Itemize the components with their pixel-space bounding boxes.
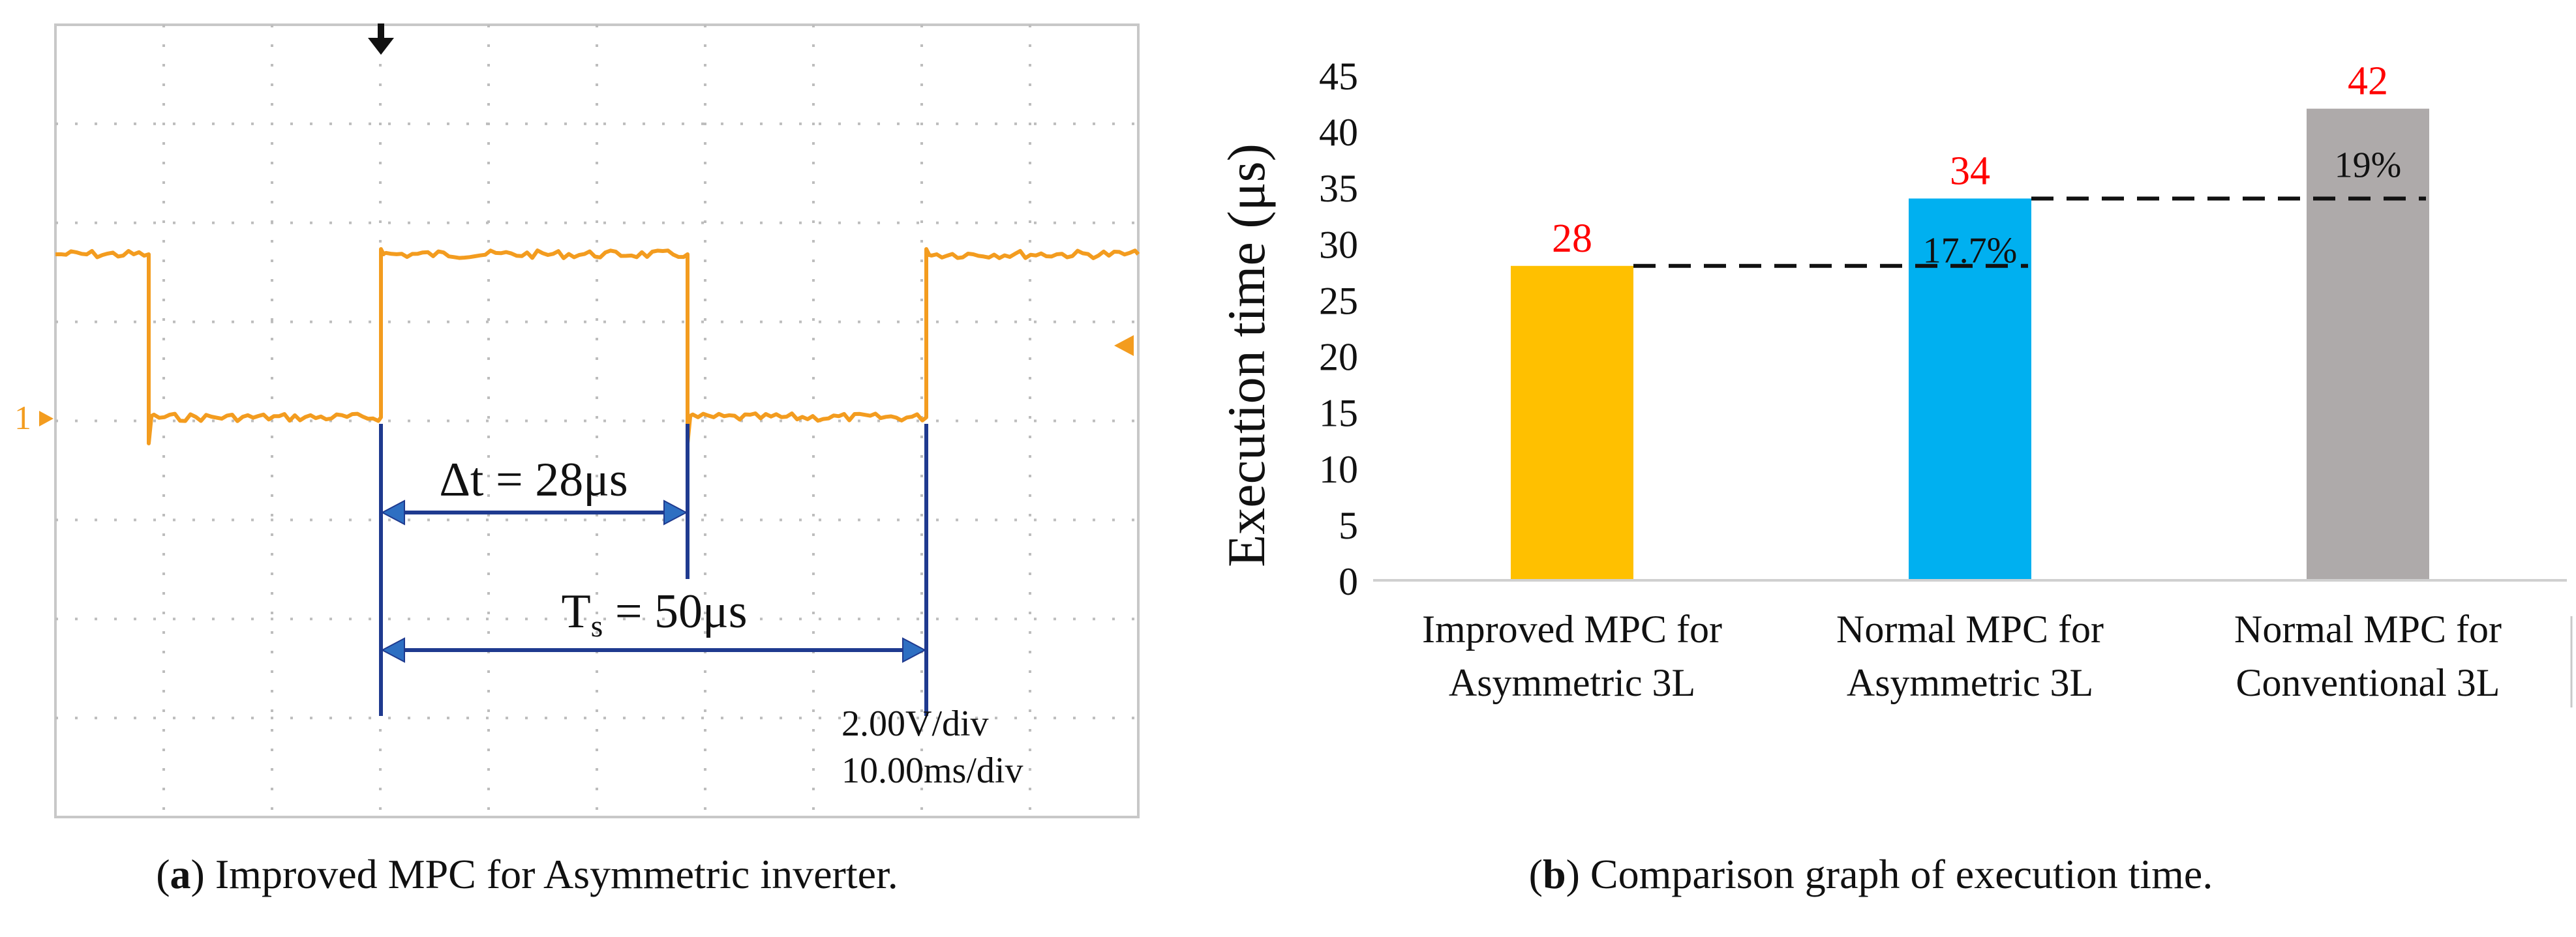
y-tick-label: 25	[1319, 279, 1358, 322]
delta-t-arrow	[380, 499, 688, 526]
y-axis-label: Execution time (μs)	[1217, 143, 1276, 567]
caption-a-letter: a	[170, 851, 191, 897]
caption-b-text: Comparison graph of execution time.	[1590, 851, 2213, 897]
ts-label-main: T	[561, 585, 590, 638]
ts-arrow	[380, 637, 927, 663]
y-tick-label: 0	[1339, 560, 1358, 603]
caption-b: (b) Comparison graph of execution time.	[1529, 851, 2213, 897]
reference-lines	[1633, 196, 2426, 268]
y-tick-label: 35	[1319, 167, 1358, 210]
ts-label-sub: s	[591, 609, 603, 644]
category-label: Normal MPC for	[2234, 608, 2502, 651]
y-tick-label: 45	[1319, 55, 1358, 98]
square-wave-trace	[55, 247, 1140, 445]
bars	[1511, 108, 2429, 580]
y-tick-label: 15	[1319, 392, 1358, 435]
category-label: Asymmetric 3L	[1847, 661, 2093, 704]
trace-path	[55, 247, 1140, 445]
trigger-level-icon	[1114, 335, 1134, 356]
time-per-div: 10.00ms/div	[841, 751, 1023, 791]
bar-chart-panel: Execution time (μs) 0 5 10 15 20 25 30 35 40 45 2…	[1217, 55, 2573, 897]
y-axis-ticks: 0 5 10 15 20 25 30 35 40 45	[1319, 55, 1358, 603]
category-label: Asymmetric 3L	[1449, 661, 1695, 704]
bar-value-label: 28	[1552, 216, 1592, 261]
bar	[2307, 108, 2429, 580]
y-tick-label: 30	[1319, 223, 1358, 266]
category-label: Improved MPC for	[1422, 608, 1722, 651]
y-tick-label: 10	[1319, 448, 1358, 491]
bar-percent-label: 17.7%	[1923, 230, 2018, 271]
channel-marker-icon	[39, 411, 53, 426]
bar-value-label: 34	[1950, 149, 1990, 193]
bar-value-label: 42	[2348, 59, 2388, 104]
caption-a: (a) Improved MPC for Asymmetric inverter…	[156, 851, 898, 897]
channel-label: 1	[14, 400, 31, 437]
bar	[1909, 198, 2031, 580]
bar-percent-label: 19%	[2335, 145, 2402, 186]
oscilloscope-panel: 1 Δt = 28μs Ts = 50μs 2.00V/div	[14, 23, 1140, 897]
scope-grid	[55, 25, 1138, 817]
trigger-position-icon	[368, 23, 394, 55]
category-label: Normal MPC for	[1836, 608, 2104, 651]
value-labels: 28 34 42	[1552, 59, 2388, 261]
y-tick-label: 40	[1319, 111, 1358, 154]
volts-per-div: 2.00V/div	[841, 704, 989, 744]
percent-labels: 17.7% 19%	[1923, 145, 2402, 271]
y-tick-label: 5	[1339, 504, 1358, 547]
delta-t-label: Δt = 28μs	[439, 453, 628, 507]
y-tick-label: 20	[1319, 336, 1358, 379]
caption-a-text: Improved MPC for Asymmetric inverter.	[215, 851, 898, 897]
caption-b-letter: b	[1543, 851, 1566, 897]
category-label: Conventional 3L	[2236, 661, 2500, 704]
ts-label-rest: = 50μs	[603, 585, 747, 638]
category-labels: Improved MPC for Asymmetric 3L Normal MPC …	[1422, 608, 2502, 704]
ts-label: Ts = 50μs	[561, 585, 747, 644]
bar	[1511, 265, 1633, 580]
